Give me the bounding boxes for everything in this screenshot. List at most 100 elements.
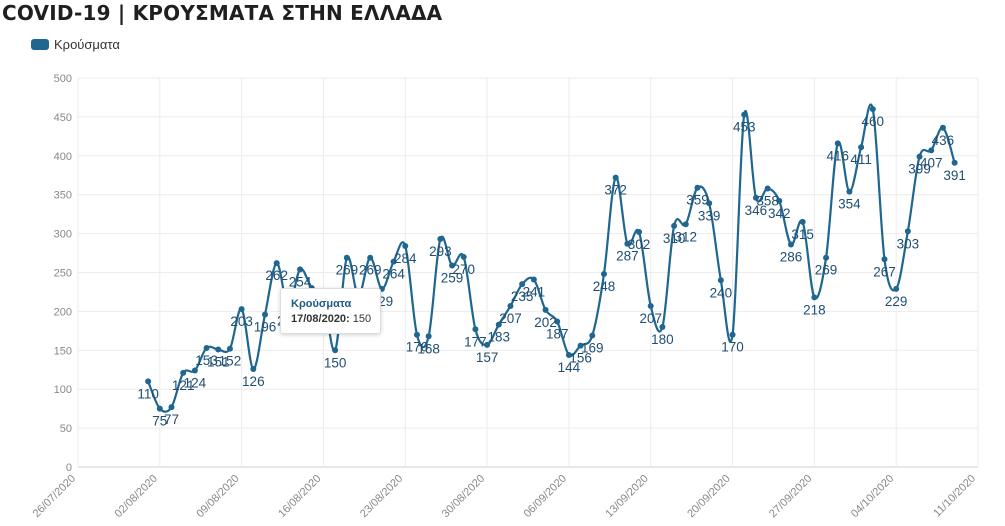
data-point-2020-08-23[interactable]: [402, 243, 409, 250]
data-point-2020-08-24[interactable]: [413, 331, 420, 338]
data-point-2020-09-03[interactable]: [530, 276, 537, 283]
data-point-2020-08-30[interactable]: [484, 341, 491, 348]
data-point-2020-08-03[interactable]: [168, 404, 175, 411]
x-tick-label-7: 13/09/2020: [603, 473, 650, 520]
data-point-2020-09-07[interactable]: [577, 342, 584, 349]
data-point-2020-09-13[interactable]: [647, 302, 654, 309]
x-tick-label-0: 26/07/2020: [31, 473, 78, 520]
data-label-2020-08-18: 269: [336, 263, 359, 278]
data-point-2020-10-06[interactable]: [916, 153, 923, 160]
data-point-2020-09-08[interactable]: [589, 332, 596, 339]
data-point-2020-09-30[interactable]: [846, 188, 853, 195]
data-point-2020-08-28[interactable]: [460, 253, 467, 260]
data-point-2020-09-01[interactable]: [507, 302, 514, 309]
data-label-2020-09-02: 235: [511, 289, 534, 304]
data-label-2020-10-08: 436: [932, 133, 955, 148]
data-point-2020-09-12[interactable]: [636, 229, 643, 236]
tooltip-line: 17/08/2020: 150: [291, 313, 371, 325]
data-label-2020-09-13: 207: [639, 311, 662, 326]
data-point-2020-09-20[interactable]: [729, 331, 736, 338]
data-point-2020-08-17[interactable]: [332, 347, 339, 354]
data-label-2020-09-07: 156: [569, 351, 592, 366]
data-point-2020-09-21[interactable]: [741, 111, 748, 118]
data-label-2020-09-27: 218: [803, 302, 826, 317]
y-tick-label-100: 100: [54, 384, 72, 396]
data-label-2020-08-11: 196: [254, 320, 277, 335]
data-point-2020-08-12[interactable]: [273, 260, 280, 267]
data-point-2020-08-02[interactable]: [156, 405, 163, 412]
data-label-2020-09-22: 346: [745, 203, 768, 218]
data-point-2020-10-05[interactable]: [904, 228, 911, 235]
data-label-2020-09-08: 169: [581, 341, 604, 356]
data-point-2020-08-05[interactable]: [191, 367, 198, 374]
data-label-2020-09-09: 248: [593, 279, 616, 294]
data-point-2020-08-10[interactable]: [250, 365, 257, 372]
data-point-2020-09-18[interactable]: [706, 200, 713, 207]
data-point-2020-08-07[interactable]: [215, 346, 222, 353]
data-point-2020-08-11[interactable]: [262, 311, 269, 318]
data-point-2020-10-01[interactable]: [858, 144, 865, 151]
data-point-2020-09-02[interactable]: [519, 281, 526, 288]
data-point-2020-10-03[interactable]: [881, 256, 888, 263]
data-point-2020-08-08[interactable]: [226, 345, 233, 352]
data-point-2020-08-31[interactable]: [495, 321, 502, 328]
data-point-2020-10-04[interactable]: [893, 285, 900, 292]
data-point-2020-09-19[interactable]: [717, 277, 724, 284]
data-point-2020-09-29[interactable]: [834, 140, 841, 147]
data-label-2020-09-28: 269: [815, 263, 838, 278]
data-point-2020-08-18[interactable]: [343, 254, 350, 261]
data-label-2020-09-12: 302: [628, 237, 651, 252]
data-point-2020-08-22[interactable]: [390, 258, 397, 265]
data-label-2020-09-21: 453: [733, 120, 756, 135]
data-point-2020-08-25[interactable]: [425, 333, 432, 340]
data-point-2020-09-04[interactable]: [542, 306, 549, 313]
data-point-2020-09-05[interactable]: [554, 318, 561, 325]
data-point-2020-08-04[interactable]: [180, 369, 187, 376]
data-point-2020-10-09[interactable]: [951, 159, 958, 166]
y-tick-label-300: 300: [54, 229, 72, 241]
data-point-2020-10-07[interactable]: [928, 147, 935, 154]
data-point-2020-09-14[interactable]: [659, 323, 666, 330]
data-point-2020-09-16[interactable]: [682, 221, 689, 228]
data-point-2020-09-22[interactable]: [752, 194, 759, 201]
data-point-2020-08-26[interactable]: [437, 236, 444, 243]
data-point-2020-08-06[interactable]: [203, 344, 210, 351]
tooltip-series: Κρούσματα: [291, 298, 352, 310]
data-point-2020-09-17[interactable]: [694, 184, 701, 191]
data-point-2020-09-27[interactable]: [811, 294, 818, 301]
data-point-2020-09-23[interactable]: [764, 185, 771, 192]
data-label-2020-08-25: 168: [417, 341, 440, 356]
data-label-2020-10-07: 407: [920, 155, 943, 170]
data-point-2020-09-09[interactable]: [600, 271, 607, 278]
data-point-2020-09-11[interactable]: [624, 240, 631, 247]
data-point-2020-09-15[interactable]: [671, 222, 678, 229]
data-point-2020-09-25[interactable]: [787, 241, 794, 248]
data-point-2020-09-24[interactable]: [776, 197, 783, 204]
data-point-2020-08-20[interactable]: [367, 254, 374, 261]
data-point-2020-09-10[interactable]: [612, 174, 619, 181]
data-point-2020-08-27[interactable]: [449, 262, 456, 269]
y-tick-label-450: 450: [54, 112, 72, 124]
legend[interactable]: Κρούσματα: [31, 37, 120, 52]
data-point-2020-08-29[interactable]: [472, 326, 479, 333]
data-label-2020-10-09: 391: [943, 168, 966, 183]
data-label-2020-09-20: 170: [721, 340, 744, 355]
data-label-2020-08-29: 177: [464, 334, 487, 349]
data-point-2020-09-26[interactable]: [799, 218, 806, 225]
data-point-2020-08-01[interactable]: [145, 378, 152, 385]
data-point-2020-09-06[interactable]: [565, 351, 572, 358]
tooltip-value: 150: [352, 313, 372, 325]
data-point-2020-10-08[interactable]: [939, 124, 946, 131]
x-tick-label-8: 20/09/2020: [685, 473, 732, 520]
data-label-2020-08-07: 151: [207, 355, 230, 370]
data-label-2020-10-02: 460: [862, 114, 885, 129]
data-point-2020-08-09[interactable]: [238, 306, 245, 313]
data-point-2020-10-02[interactable]: [869, 106, 876, 113]
data-label-2020-09-05: 187: [546, 327, 569, 342]
data-point-2020-09-28[interactable]: [823, 254, 830, 261]
chart-title: COVID-19 | ΚΡΟΥΣΜΑΤΑ ΣΤΗΝ ΕΛΛΑΔΑ: [2, 1, 443, 25]
data-point-2020-08-14[interactable]: [297, 266, 304, 273]
data-label-2020-08-10: 126: [242, 374, 265, 389]
data-label-2020-09-03: 241: [523, 285, 546, 300]
